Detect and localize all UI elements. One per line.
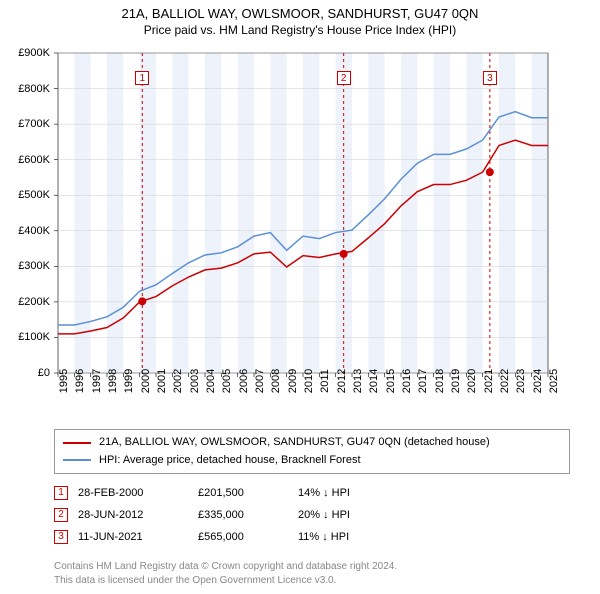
transaction-marker: 1	[54, 486, 68, 500]
transaction-price: £565,000	[198, 526, 288, 548]
x-tick-label: 2004	[205, 369, 217, 393]
legend-row: HPI: Average price, detached house, Brac…	[63, 452, 561, 470]
x-tick-label: 2000	[140, 369, 152, 393]
legend-label: 21A, BALLIOL WAY, OWLSMOOR, SANDHURST, G…	[99, 434, 490, 452]
x-tick-label: 2014	[368, 369, 380, 393]
y-tick-label: £600K	[18, 154, 50, 166]
x-tick-label: 2007	[254, 369, 266, 393]
y-tick-label: £0	[38, 367, 50, 379]
transaction-marker: 3	[54, 530, 68, 544]
transaction-pct: 11% ↓ HPI	[298, 526, 408, 548]
x-tick-label: 2005	[221, 369, 233, 393]
legend-row: 21A, BALLIOL WAY, OWLSMOOR, SANDHURST, G…	[63, 434, 561, 452]
transaction-row: 1 28-FEB-2000 £201,500 14% ↓ HPI	[54, 482, 570, 504]
y-tick-label: £900K	[18, 47, 50, 59]
x-tick-label: 2003	[189, 369, 201, 393]
y-tick-label: £200K	[18, 296, 50, 308]
attribution-footer: Contains HM Land Registry data © Crown c…	[54, 560, 570, 588]
legend-swatch	[63, 442, 91, 444]
x-tick-label: 2023	[515, 369, 527, 393]
x-tick-label: 2012	[336, 369, 348, 393]
x-tick-label: 2013	[352, 369, 364, 393]
sale-marker: 1	[135, 71, 149, 85]
sale-marker: 3	[483, 71, 497, 85]
legend-label: HPI: Average price, detached house, Brac…	[99, 452, 361, 470]
x-tick-label: 2008	[270, 369, 282, 393]
sale-marker: 2	[337, 71, 351, 85]
y-tick-label: £700K	[18, 118, 50, 130]
footer-line: This data is licensed under the Open Gov…	[54, 574, 570, 588]
x-tick-label: 2017	[417, 369, 429, 393]
transaction-pct: 20% ↓ HPI	[298, 504, 408, 526]
chart-area: £0 £100K £200K £300K £400K £500K £600K £700K £80…	[10, 43, 590, 423]
x-tick-label: 1999	[123, 369, 135, 393]
x-tick-label: 2011	[319, 369, 331, 393]
x-tick-label: 2022	[499, 369, 511, 393]
y-tick-label: £300K	[18, 260, 50, 272]
x-tick-label: 2016	[401, 369, 413, 393]
x-tick-label: 1995	[58, 369, 70, 393]
x-tick-label: 1997	[91, 369, 103, 393]
transaction-row: 2 28-JUN-2012 £335,000 20% ↓ HPI	[54, 504, 570, 526]
x-tick-label: 2006	[238, 369, 250, 393]
legend-swatch	[63, 459, 91, 461]
legend: 21A, BALLIOL WAY, OWLSMOOR, SANDHURST, G…	[54, 429, 570, 474]
transaction-date: 28-FEB-2000	[78, 482, 188, 504]
x-tick-label: 2019	[450, 369, 462, 393]
x-tick-label: 2009	[287, 369, 299, 393]
transaction-price: £335,000	[198, 504, 288, 526]
x-tick-label: 2002	[172, 369, 184, 393]
footer-line: Contains HM Land Registry data © Crown c…	[54, 560, 570, 574]
y-tick-label: £500K	[18, 189, 50, 201]
transactions-table: 1 28-FEB-2000 £201,500 14% ↓ HPI 2 28-JUN-201…	[54, 482, 570, 548]
x-tick-label: 1996	[74, 369, 86, 393]
transaction-date: 28-JUN-2012	[78, 504, 188, 526]
transaction-marker: 2	[54, 508, 68, 522]
transaction-pct: 14% ↓ HPI	[298, 482, 408, 504]
x-tick-label: 2024	[532, 369, 544, 393]
chart-subtitle: Price paid vs. HM Land Registry's House …	[10, 23, 590, 37]
x-tick-label: 2020	[466, 369, 478, 393]
x-tick-label: 2001	[156, 369, 168, 393]
x-tick-label: 2018	[434, 369, 446, 393]
line-chart	[10, 43, 590, 423]
x-tick-label: 1998	[107, 369, 119, 393]
transaction-price: £201,500	[198, 482, 288, 504]
y-tick-label: £100K	[18, 331, 50, 343]
y-tick-label: £800K	[18, 83, 50, 95]
transaction-date: 11-JUN-2021	[78, 526, 188, 548]
x-tick-label: 2025	[548, 369, 560, 393]
x-tick-label: 2021	[483, 369, 495, 393]
chart-title: 21A, BALLIOL WAY, OWLSMOOR, SANDHURST, G…	[10, 6, 590, 21]
x-tick-label: 2015	[385, 369, 397, 393]
transaction-row: 3 11-JUN-2021 £565,000 11% ↓ HPI	[54, 526, 570, 548]
x-tick-label: 2010	[303, 369, 315, 393]
y-tick-label: £400K	[18, 225, 50, 237]
